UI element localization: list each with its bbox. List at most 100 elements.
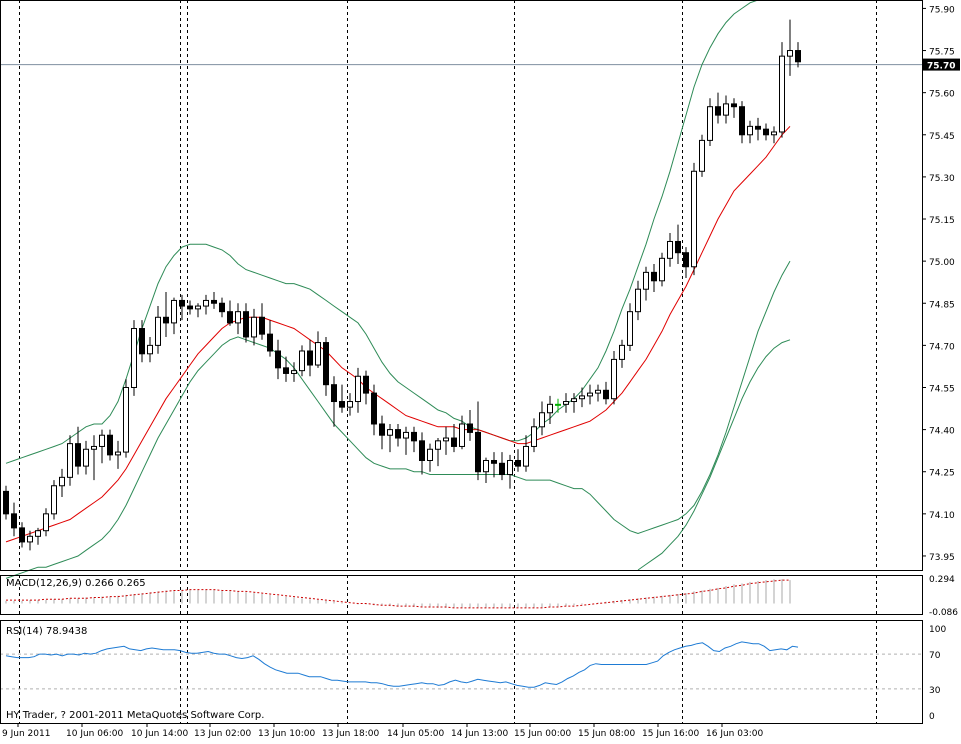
bull-candle-body	[779, 55, 785, 133]
candle	[411, 426, 417, 453]
candle	[107, 429, 113, 461]
candle	[779, 42, 785, 138]
time-tick-label: 14 Jun 13:00	[451, 729, 508, 739]
bear-candle-body	[515, 459, 521, 467]
price-tick-label: 75.30	[929, 174, 955, 184]
candle	[763, 123, 769, 141]
current-price-label: 75.70	[927, 62, 955, 72]
candle	[339, 384, 345, 413]
price-panel	[0, 0, 922, 579]
candle	[467, 409, 473, 441]
bull-candle-body	[691, 170, 697, 268]
bear-candle-body	[467, 423, 473, 433]
rsi-tick-label: 0	[929, 712, 935, 722]
time-axis: 9 Jun 2011 10 Jun 06:00 10 Jun 14:00 13 Jun…	[2, 723, 763, 739]
price-tick-label: 74.40	[929, 427, 955, 437]
candle	[27, 530, 33, 551]
candle	[491, 452, 497, 478]
candle	[147, 336, 153, 363]
moving-average-line	[5, 126, 791, 543]
time-tick-label: 10 Jun 06:00	[66, 729, 123, 739]
time-tick-label: 15 Jun 08:00	[578, 729, 635, 739]
candle	[515, 449, 521, 472]
candle	[435, 438, 441, 467]
bear-candle-body	[755, 125, 761, 130]
bear-candle-body	[651, 271, 657, 282]
price-tick-label: 75.45	[929, 132, 955, 142]
bear-candle-body	[363, 375, 369, 394]
bull-candle-body	[291, 370, 297, 374]
candle	[163, 292, 169, 337]
time-tick-label: 15 Jun 16:00	[642, 729, 699, 739]
candle	[35, 527, 41, 545]
bear-candle-body	[379, 423, 385, 436]
bull-candle-body	[91, 445, 97, 450]
candle	[99, 429, 105, 464]
candle	[91, 435, 97, 481]
time-tick-label: 9 Jun 2011	[2, 729, 50, 739]
bear-candle-body	[283, 367, 289, 374]
bull-candle-body	[195, 305, 201, 310]
bear-candle-body	[75, 443, 81, 467]
rsi-tick-label: 30	[929, 686, 941, 696]
price-tick-label: 74.55	[929, 384, 955, 394]
candle	[483, 457, 489, 483]
candle	[747, 120, 753, 144]
bull-candle-body	[59, 476, 65, 487]
bear-candle-body	[11, 513, 17, 529]
bull-candle-body	[507, 459, 513, 476]
candle	[131, 320, 137, 396]
price-tick-label: 75.15	[929, 216, 955, 226]
price-tick-label: 75.60	[929, 90, 955, 100]
candle	[243, 303, 249, 343]
bull-candle-body	[699, 139, 705, 172]
bull-candle-body	[659, 257, 665, 282]
bull-candle-body	[147, 344, 153, 355]
candle	[547, 395, 553, 424]
candle	[67, 435, 73, 486]
candle	[475, 401, 481, 481]
candle	[51, 480, 57, 520]
bull-candle-body	[643, 271, 649, 290]
current-price-badge	[923, 58, 960, 71]
indicator-lines	[0, 0, 922, 579]
candle	[139, 320, 145, 363]
bear-candle-body	[475, 431, 481, 473]
bull-candle-body	[51, 485, 57, 515]
candle	[715, 92, 721, 124]
candle	[195, 303, 201, 318]
price-axis: 75.90 75.75 75.60 75.45 75.30 75.15 75.00 74.85…	[922, 5, 960, 722]
macd-tick-label: -0.086	[929, 608, 958, 618]
bull-candle-body	[787, 50, 793, 57]
rsi-tick-label: 100	[929, 625, 946, 635]
bull-candle-body	[587, 392, 593, 397]
price-tick-label: 75.90	[929, 5, 955, 15]
candle	[75, 426, 81, 475]
macd-tick-label: 0.294	[929, 575, 955, 585]
bear-candle-body	[419, 440, 425, 461]
bull-candle-body	[435, 440, 441, 450]
candle	[595, 384, 601, 402]
price-tick-label: 74.70	[929, 342, 955, 352]
candle	[667, 233, 673, 267]
candle	[203, 294, 209, 315]
bear-candle-body	[259, 316, 265, 335]
bull-candle-body	[427, 448, 433, 461]
bollinger-lower-line	[5, 260, 791, 579]
bear-candle-body	[163, 316, 169, 324]
bear-candle-body	[307, 350, 313, 366]
candle	[347, 393, 353, 416]
candle	[387, 423, 393, 453]
candle	[555, 398, 561, 413]
bull-candle-body	[619, 344, 625, 360]
candle	[275, 339, 281, 380]
copyright-text: HY Trader, ? 2001-2011 MetaQuotes Softwa…	[6, 710, 264, 721]
bull-candle-body	[723, 103, 729, 116]
price-tick-label: 74.25	[929, 469, 955, 479]
bull-candle-body	[43, 513, 49, 532]
price-tick-label: 74.10	[929, 511, 955, 521]
candle	[523, 435, 529, 472]
candle	[563, 393, 569, 413]
